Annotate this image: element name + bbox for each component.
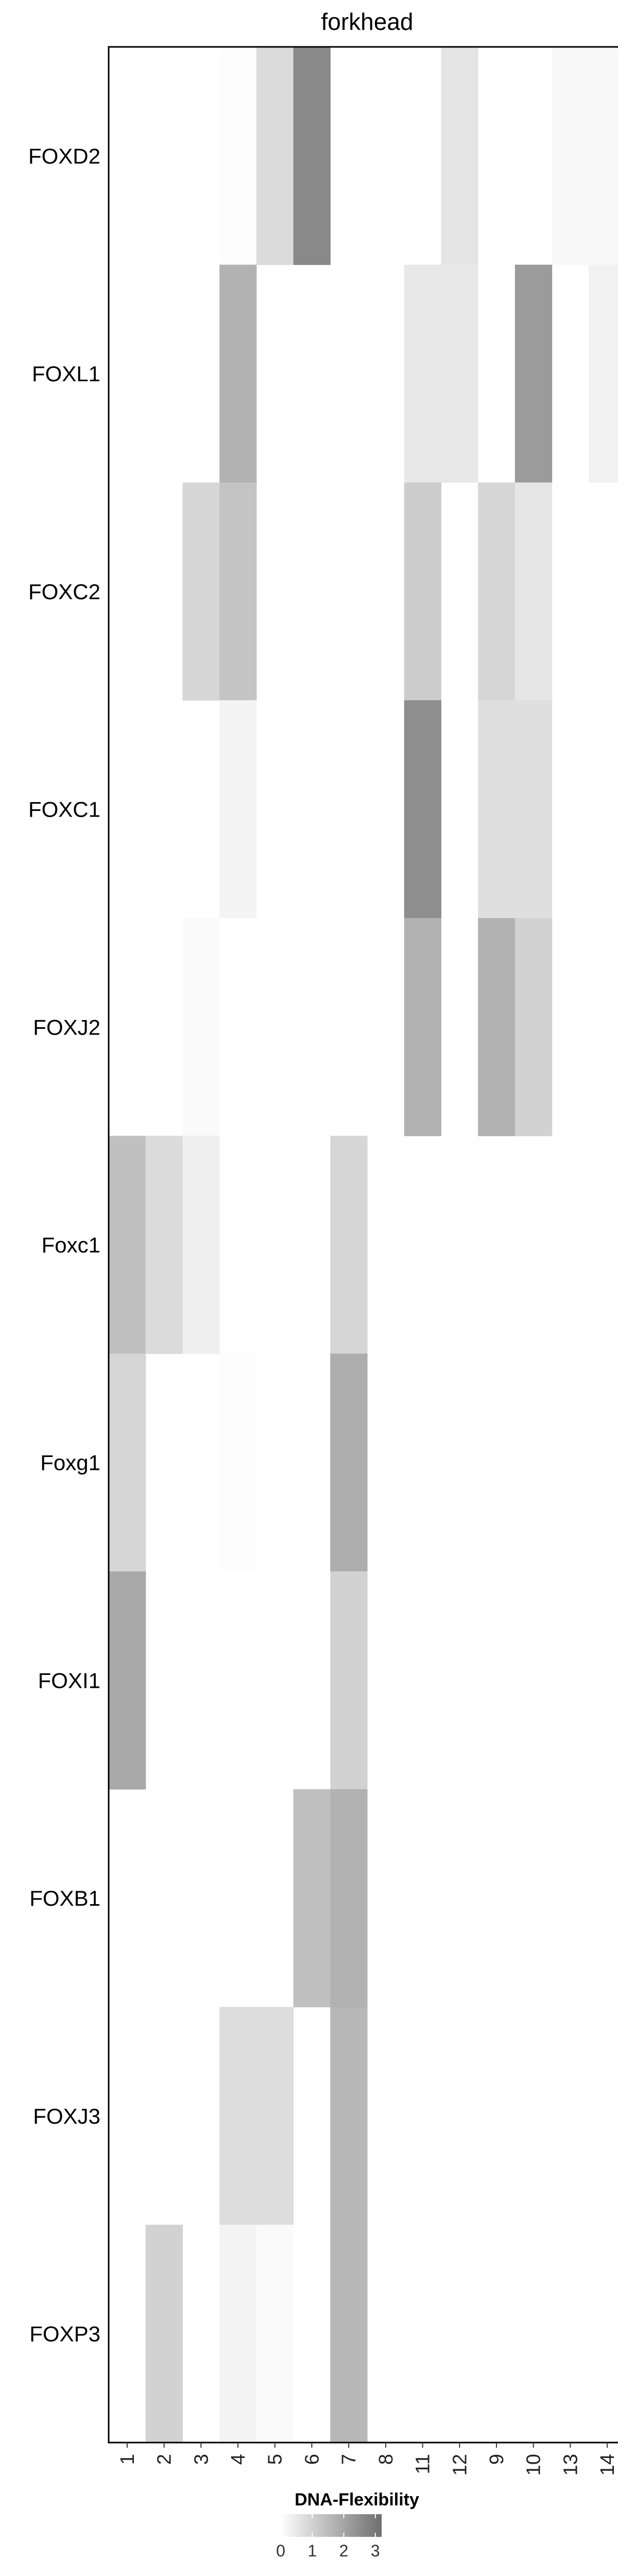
row-label: FOXL1 (32, 362, 100, 386)
column-label: 3 (191, 2454, 212, 2465)
heatmap-cells (109, 47, 618, 2443)
row-label: FOXJ3 (33, 2104, 100, 2128)
heatmap-cell-FOXC1-col-9 (478, 700, 516, 919)
heatmap-cell-FOXJ2-col-11 (404, 918, 442, 1137)
heatmap-cell-FOXC2-col-11 (404, 482, 442, 701)
legend-tick-label: 0 (276, 2541, 285, 2560)
row-label: FOXC1 (28, 798, 100, 822)
heatmap-cell-FOXD2-col-12 (441, 47, 478, 265)
heatmap-cell-FOXL1-col-11 (404, 264, 442, 483)
heatmap-cell-FOXD2-col-6 (293, 47, 331, 265)
heatmap-cell-Foxc1-col-1 (109, 1136, 146, 1354)
heatmap-cell-FOXJ3-col-5 (256, 2007, 294, 2225)
heatmap-cell-Foxg1-col-1 (109, 1353, 146, 1572)
heatmap-cell-FOXD2-col-14 (589, 47, 618, 265)
heatmap-cell-FOXP3-col-7 (330, 2225, 368, 2443)
column-label: 1 (117, 2454, 139, 2465)
column-label: 7 (338, 2454, 360, 2465)
row-label: FOXP3 (29, 2322, 100, 2346)
row-label: FOXC2 (28, 580, 100, 604)
column-labels: 1 2 3 4 5 6 7 8 11 12 9 10 13 14 (117, 2443, 618, 2476)
legend-tick-label: 1 (307, 2541, 317, 2560)
heatmap-cell-FOXC2-col-4 (219, 482, 257, 701)
heatmap-cell-FOXC2-col-9 (478, 482, 516, 701)
column-label: 4 (228, 2454, 249, 2465)
heatmap-cell-FOXD2-col-13 (552, 47, 589, 265)
heatmap-cell-Foxc1-col-7 (330, 1136, 368, 1354)
heatmap-cell-FOXB1-col-7 (330, 1789, 368, 2008)
heatmap-cell-FOXC2-col-3 (182, 482, 220, 701)
heatmap-cell-FOXI1-col-7 (330, 1571, 368, 1790)
plot-panel-border (108, 46, 618, 2444)
column-label: 9 (486, 2454, 508, 2465)
heatmap-cell-FOXP3-col-2 (145, 2225, 183, 2443)
chart-title: forkhead (321, 8, 413, 35)
heatmap-cell-Foxg1-col-7 (330, 1353, 368, 1572)
heatmap-cell-FOXL1-col-10 (514, 264, 553, 483)
heatmap-cell-Foxg1-col-4 (219, 1353, 257, 1572)
column-label: 11 (413, 2454, 434, 2474)
heatmap-cell-FOXL1-col-12 (441, 264, 478, 483)
column-label: 2 (154, 2454, 176, 2465)
row-label: Foxg1 (40, 1451, 100, 1475)
heatmap-cell-FOXI1-col-1 (109, 1571, 146, 1790)
heatmap-cell-FOXJ2-col-10 (514, 918, 553, 1137)
row-labels: FOXD2 FOXL1 FOXC2 FOXC1 FOXJ2 Foxc1 Foxg1 FOXI1… (28, 144, 100, 2346)
heatmap-cell-Foxc1-col-2 (145, 1136, 183, 1354)
column-label: 8 (375, 2454, 397, 2465)
legend-ticks: 0 1 2 3 (276, 2514, 380, 2560)
heatmap-cell-FOXC1-col-11 (404, 700, 442, 919)
column-label: 5 (265, 2454, 286, 2465)
legend-colorbar (281, 2514, 382, 2537)
heatmap-cell-FOXB1-col-6 (293, 1789, 331, 2008)
column-label: 14 (597, 2454, 618, 2476)
heatmap-cell-FOXD2-col-5 (256, 47, 294, 265)
row-label: FOXD2 (28, 144, 100, 168)
column-label: 10 (523, 2454, 545, 2476)
row-label: FOXB1 (29, 1886, 100, 1910)
heatmap-cell-FOXP3-col-5 (256, 2225, 294, 2443)
column-label: 6 (301, 2454, 323, 2465)
legend-tick-label: 2 (339, 2541, 349, 2560)
row-label: Foxc1 (42, 1233, 100, 1257)
heatmap-cell-FOXJ3-col-4 (219, 2007, 257, 2225)
heatmap-cell-FOXC1-col-10 (514, 700, 553, 919)
heatmap-cell-FOXL1-col-14 (589, 264, 618, 483)
row-label: FOXJ2 (33, 1015, 100, 1039)
heatmap-cell-FOXJ2-col-3 (182, 918, 220, 1137)
legend-title: DNA-Flexibility (295, 2490, 419, 2510)
column-label: 13 (560, 2454, 581, 2476)
heatmap-cell-FOXJ3-col-7 (330, 2007, 368, 2225)
heatmap-cell-FOXL1-col-4 (219, 264, 257, 483)
heatmap-cell-FOXC2-col-10 (514, 482, 553, 701)
legend-tick-label: 3 (371, 2541, 380, 2560)
heatmap-cell-FOXC1-col-4 (219, 700, 257, 919)
column-label: 12 (449, 2454, 471, 2476)
color-legend: DNA-Flexibility 0 1 2 3 (276, 2490, 419, 2560)
heatmap-cell-FOXP3-col-4 (219, 2225, 257, 2443)
heatmap-cell-Foxc1-col-3 (182, 1136, 220, 1354)
heatmap-cell-FOXJ2-col-9 (478, 918, 516, 1137)
row-label: FOXI1 (38, 1669, 100, 1693)
heatmap-cell-FOXD2-col-4 (219, 47, 257, 265)
